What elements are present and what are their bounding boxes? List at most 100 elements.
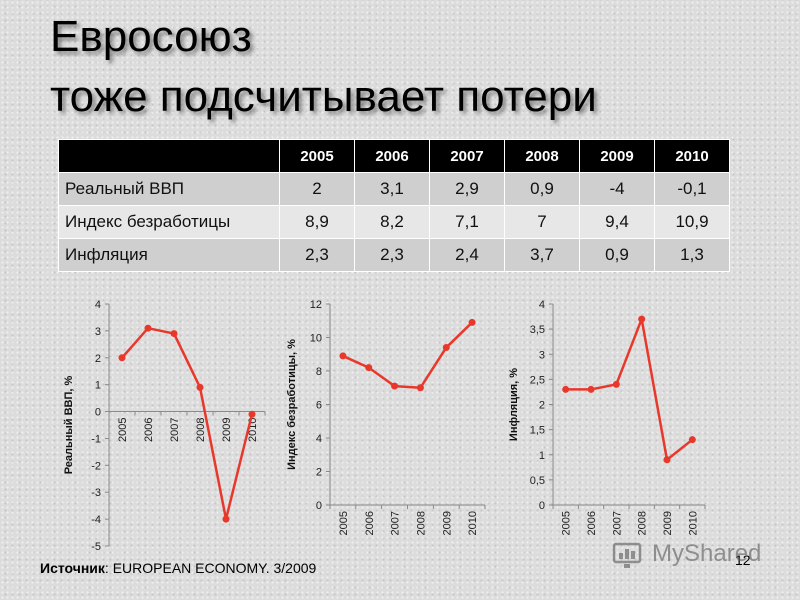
table-header-year: 2005 xyxy=(279,139,355,173)
data-point xyxy=(688,436,696,444)
table-cell: 7,1 xyxy=(429,205,505,239)
table-cell: 10,9 xyxy=(654,205,730,239)
table-cell: 2 xyxy=(279,172,355,206)
y-tick-label: 3 xyxy=(95,326,101,338)
y-tick-label: 10 xyxy=(310,333,322,345)
unemployment-line-chart: 12 10 8 6 4 2 0 2005 2006 2007 2008 2009 2010 Индекс … xyxy=(286,299,486,535)
table-header-year: 2009 xyxy=(579,139,655,173)
inflation-line-chart: 4 3,5 3 2,5 2 1,5 1 0,5 0 2005 2006 2007 2008 2009 201… xyxy=(508,299,706,535)
table-cell: 8,9 xyxy=(279,205,355,239)
table-cell: 8,2 xyxy=(354,205,430,239)
table-cell: 2,9 xyxy=(429,172,505,206)
table-row: Реальный ВВП 2 3,1 2,9 0,9 -4 -0,1 xyxy=(58,172,730,206)
table-cell: -0,1 xyxy=(654,172,730,206)
x-tick-label: 2006 xyxy=(143,418,155,442)
table-cell: 2,3 xyxy=(354,238,430,272)
data-point xyxy=(416,384,424,392)
data-point xyxy=(118,354,126,362)
y-tick-label: 3,5 xyxy=(530,324,545,336)
series-line xyxy=(121,326,254,521)
table-row: Инфляция 2,3 2,3 2,4 3,7 0,9 1,3 xyxy=(58,238,730,272)
data-point xyxy=(638,315,646,323)
x-tick-label: 2010 xyxy=(467,511,479,535)
data-point xyxy=(196,383,204,391)
title-line-1: Евросоюз xyxy=(50,12,252,61)
table-cell: 3,1 xyxy=(354,172,430,206)
y-tick-label: 2 xyxy=(95,353,101,365)
series-line xyxy=(565,317,694,462)
data-point xyxy=(442,344,450,352)
x-tick-label: 2006 xyxy=(586,511,598,535)
x-tick-label: 2009 xyxy=(662,511,674,535)
data-point xyxy=(339,352,347,360)
y-tick-label: 2 xyxy=(316,467,322,479)
y-tick-label: 0 xyxy=(539,500,545,512)
source-label: Источник xyxy=(40,560,105,576)
table-cell: 1,3 xyxy=(654,238,730,272)
watermark: MyShared xyxy=(612,536,770,576)
x-tick-label: 2005 xyxy=(338,511,350,535)
y-tick-label: 4 xyxy=(316,433,322,445)
y-tick-label: 1,5 xyxy=(530,425,545,437)
table-cell: 2,3 xyxy=(279,238,355,272)
data-point xyxy=(144,324,152,332)
table-row: Индекс безработицы 8,9 8,2 7,1 7 9,4 10,… xyxy=(58,205,730,239)
y-tick-label: 6 xyxy=(316,400,322,412)
y-tick-label: 3 xyxy=(539,349,545,361)
table-row-label: Индекс безработицы xyxy=(58,205,280,239)
data-point xyxy=(612,380,620,388)
source-text: : EUROPEAN ECONOMY. 3/2009 xyxy=(104,560,317,576)
y-axis-title: Индекс безработицы, % xyxy=(286,339,298,470)
y-tick-label: -1 xyxy=(91,433,101,445)
table-header-year: 2007 xyxy=(429,139,505,173)
y-tick-label: 2,5 xyxy=(530,374,545,386)
data-point xyxy=(468,318,476,326)
table-header-year: 2008 xyxy=(504,139,580,173)
table-cell: 7 xyxy=(504,205,580,239)
y-tick-label: -3 xyxy=(91,487,101,499)
title-line-2: тоже подсчитывает потери xyxy=(50,72,597,121)
x-tick-label: 2008 xyxy=(195,418,207,442)
table-header-blank xyxy=(58,139,280,173)
x-tick-label: 2007 xyxy=(611,511,623,535)
data-point xyxy=(391,382,399,390)
y-tick-label: 1 xyxy=(539,450,545,462)
data-point xyxy=(562,385,570,393)
data-point xyxy=(170,330,178,338)
y-tick-label: 4 xyxy=(539,299,545,311)
x-tick-label: 2005 xyxy=(561,511,573,535)
x-tick-label: 2008 xyxy=(415,511,427,535)
y-axis-title: Реальный ВВП, % xyxy=(63,375,75,474)
y-tick-label: 2 xyxy=(539,400,545,412)
table-header-year: 2006 xyxy=(354,139,430,173)
data-point xyxy=(587,385,595,393)
y-tick-label: 0,5 xyxy=(530,475,545,487)
x-tick-label: 2007 xyxy=(169,418,181,442)
table-cell: 0,9 xyxy=(579,238,655,272)
page-number: 12 xyxy=(735,552,751,568)
data-point xyxy=(663,456,671,464)
x-tick-label: 2009 xyxy=(441,511,453,535)
x-tick-label: 2010 xyxy=(687,511,699,535)
x-tick-label: 2008 xyxy=(637,511,649,535)
y-tick-label: 12 xyxy=(310,299,322,311)
table-row-label: Реальный ВВП xyxy=(58,172,280,206)
y-tick-label: -2 xyxy=(91,460,101,472)
y-tick-label: 0 xyxy=(316,500,322,512)
y-tick-label: 8 xyxy=(316,366,322,378)
series-line xyxy=(342,321,473,389)
table-row-label: Инфляция xyxy=(58,238,280,272)
source-note: Источник: EUROPEAN ECONOMY. 3/2009 xyxy=(40,560,316,576)
data-point xyxy=(248,410,256,418)
table-cell: -4 xyxy=(579,172,655,206)
table-cell: 0,9 xyxy=(504,172,580,206)
watermark-logo-icon xyxy=(612,542,642,568)
y-tick-label: 0 xyxy=(95,407,101,419)
table-cell: 9,4 xyxy=(579,205,655,239)
table-header-row: 2005 2006 2007 2008 2009 2010 xyxy=(58,139,730,173)
data-point xyxy=(222,515,230,523)
indicators-table: 2005 2006 2007 2008 2009 2010 Реальный В… xyxy=(58,139,730,272)
data-point xyxy=(365,364,373,372)
table-header-year: 2010 xyxy=(654,139,730,173)
